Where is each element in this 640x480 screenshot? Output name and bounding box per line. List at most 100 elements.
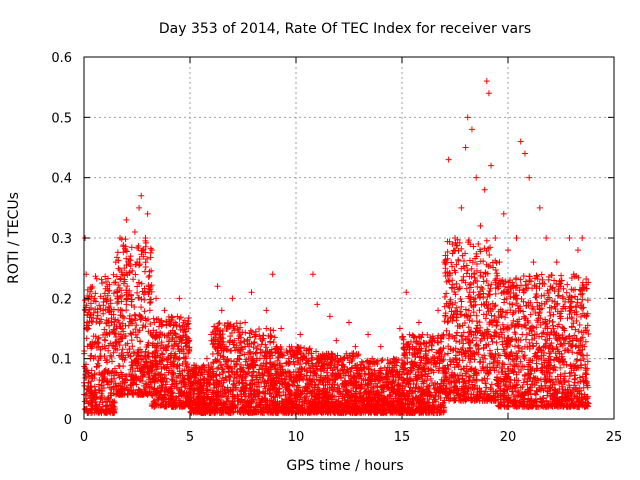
data-point (124, 391, 131, 398)
data-point (116, 391, 123, 398)
data-point (113, 339, 120, 346)
data-point (137, 316, 144, 323)
data-point (110, 311, 117, 318)
data-point (106, 305, 113, 312)
data-point (213, 372, 220, 379)
data-point (247, 385, 254, 392)
data-point (161, 387, 168, 394)
data-point (231, 323, 238, 330)
data-point (241, 387, 248, 394)
data-point (113, 273, 120, 280)
data-point (176, 322, 183, 329)
data-point (296, 348, 303, 355)
data-point (102, 337, 109, 344)
data-point (128, 244, 135, 251)
data-point (170, 345, 177, 352)
data-point (120, 280, 127, 287)
data-point (112, 380, 119, 387)
data-point (151, 378, 158, 385)
data-point (100, 331, 107, 338)
data-point (102, 296, 109, 303)
data-point (98, 394, 105, 401)
data-point (187, 386, 194, 393)
data-point (219, 366, 226, 373)
data-point (268, 350, 275, 357)
data-point (122, 332, 129, 339)
data-point (141, 296, 148, 303)
data-point (117, 336, 124, 343)
data-point (141, 285, 148, 292)
data-point (256, 332, 263, 339)
data-point (124, 377, 131, 384)
data-point (132, 261, 139, 268)
data-point (103, 278, 110, 285)
data-point (106, 384, 113, 391)
data-point (146, 376, 153, 383)
data-point (270, 339, 277, 346)
data-point (85, 296, 92, 303)
data-point (140, 391, 147, 398)
data-point (88, 388, 95, 395)
data-point (123, 269, 130, 276)
data-point (267, 389, 274, 396)
data-point (185, 318, 192, 325)
data-point (261, 390, 268, 397)
data-point (196, 366, 203, 373)
data-point (196, 387, 203, 394)
data-point (192, 374, 199, 381)
data-point (82, 371, 89, 378)
data-point (198, 400, 205, 407)
data-point (128, 382, 135, 389)
data-point (151, 401, 158, 408)
data-point (199, 408, 206, 415)
data-point (219, 392, 226, 399)
data-point (204, 386, 211, 393)
data-point (133, 375, 140, 382)
data-point (105, 408, 112, 415)
data-point (114, 346, 121, 353)
data-point (254, 393, 261, 400)
data-point (115, 257, 122, 264)
data-point (226, 377, 233, 384)
data-point (228, 368, 235, 375)
data-point (101, 343, 108, 350)
data-point (129, 296, 136, 303)
data-point (91, 406, 98, 413)
data-point (234, 346, 241, 353)
data-point (140, 322, 147, 329)
data-point (142, 348, 149, 355)
data-point (175, 343, 182, 350)
data-point (220, 356, 227, 363)
data-point (208, 393, 215, 400)
data-point (236, 352, 243, 359)
data-point (81, 398, 88, 405)
data-point (88, 367, 95, 374)
data-point (105, 303, 112, 310)
data-point (102, 273, 109, 280)
data-point (220, 401, 227, 408)
data-point (115, 362, 122, 369)
data-point (477, 272, 484, 279)
data-point (219, 328, 226, 335)
data-point (87, 288, 94, 295)
data-point (236, 333, 243, 340)
data-point (267, 334, 274, 341)
data-point (122, 247, 129, 254)
data-point (267, 327, 274, 334)
data-point (228, 357, 235, 364)
data-point (159, 357, 166, 364)
data-point (229, 399, 236, 406)
data-point (203, 394, 210, 401)
data-point (161, 332, 168, 339)
data-point (158, 317, 165, 324)
data-point (249, 355, 256, 362)
data-point (124, 295, 131, 302)
data-point (118, 287, 125, 294)
data-point (173, 363, 180, 370)
data-point (145, 339, 152, 346)
data-point (208, 337, 215, 344)
data-point (460, 257, 467, 264)
data-point (263, 380, 270, 387)
data-point (211, 409, 218, 416)
data-point (86, 408, 93, 415)
